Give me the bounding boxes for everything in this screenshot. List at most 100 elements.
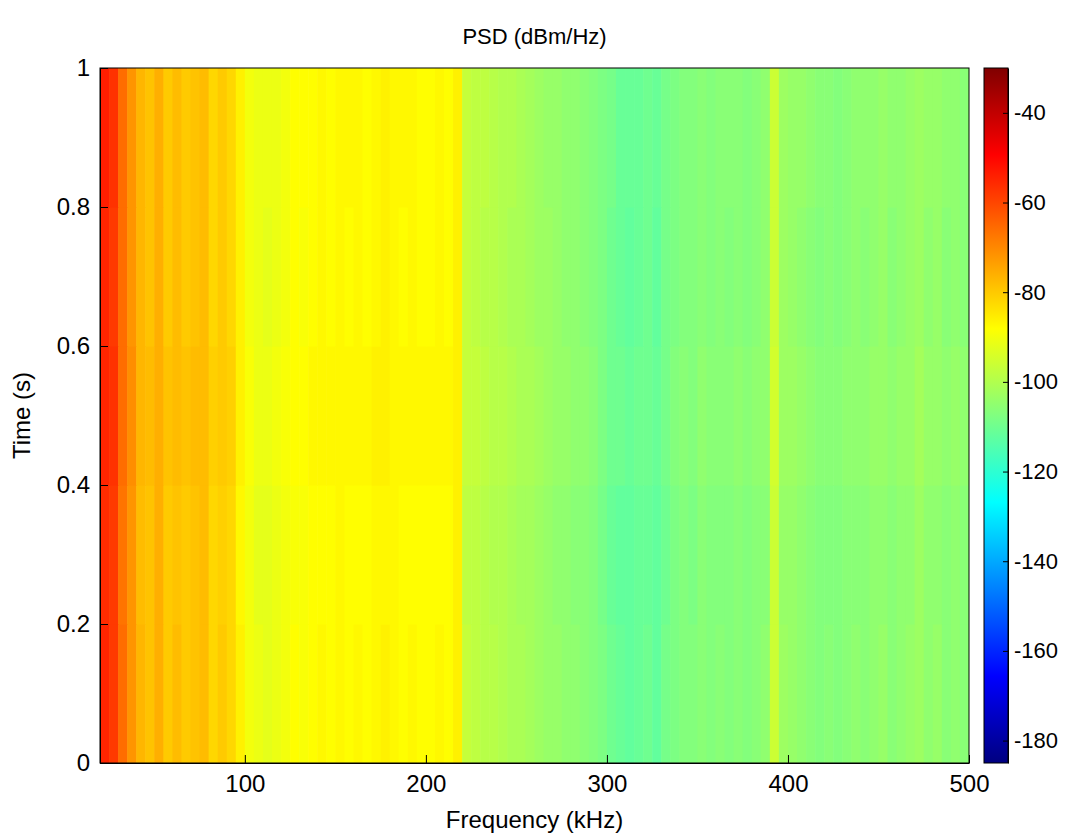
heatmap-cell (906, 346, 916, 486)
heatmap-cell (516, 485, 526, 625)
heatmap-cell (100, 624, 110, 763)
heatmap-cell (326, 485, 336, 625)
heatmap-cell (408, 624, 418, 763)
heatmap-cell (897, 207, 907, 347)
heatmap-cell (525, 485, 535, 625)
c-tick-label: -120 (1014, 459, 1058, 484)
heatmap-cell (634, 624, 644, 763)
heatmap-cell (136, 624, 146, 763)
heatmap-cell (607, 485, 617, 625)
heatmap-cell (453, 485, 463, 625)
y-tick-mark (100, 346, 108, 347)
heatmap-cell (688, 207, 698, 347)
heatmap-cell (281, 485, 291, 625)
heatmap-cell (580, 624, 590, 763)
heatmap-cell (154, 68, 164, 208)
heatmap-cell (426, 207, 436, 347)
heatmap-cell (480, 485, 490, 625)
heatmap-cell (218, 485, 228, 625)
y-tick-label: 0.4 (57, 471, 90, 498)
heatmap-cell (181, 346, 191, 486)
heatmap-cell (471, 207, 481, 347)
heatmap-cell (263, 68, 273, 208)
heatmap-cell (688, 68, 698, 208)
heatmap-cell (670, 207, 680, 347)
heatmap-cell (688, 346, 698, 486)
heatmap-cell (218, 207, 228, 347)
heatmap-cell (326, 207, 336, 347)
heatmap-cell (480, 207, 490, 347)
heatmap-cell (399, 346, 409, 486)
heatmap-cell (743, 68, 753, 208)
heatmap-cell (191, 68, 201, 208)
heatmap-cell (308, 485, 318, 625)
y-tick: 0.6 (57, 332, 108, 359)
heatmap-cell (435, 346, 445, 486)
heatmap-cell (652, 485, 662, 625)
heatmap-cell (878, 624, 888, 763)
heatmap-cell (906, 68, 916, 208)
heatmap-cell (381, 68, 391, 208)
heatmap-cell (625, 346, 635, 486)
heatmap-cell (951, 346, 961, 486)
heatmap-cell (833, 485, 843, 625)
c-tick-mark (1003, 203, 1008, 204)
heatmap-cell (471, 624, 481, 763)
chart: 10020030040050000.20.40.60.81PSD (dBm/Hz… (0, 0, 1090, 836)
heatmap-cell (462, 68, 472, 208)
heatmap-cell (308, 624, 318, 763)
heatmap-cell (154, 624, 164, 763)
heatmap-cell (317, 624, 327, 763)
heatmap-cell (254, 624, 264, 763)
y-tick: 0.8 (57, 193, 108, 220)
heatmap-cell (770, 68, 780, 208)
colorbar (984, 68, 1008, 763)
heatmap-cell (109, 624, 119, 763)
heatmap-cell (842, 624, 852, 763)
heatmap-cell (643, 68, 653, 208)
heatmap-cell (869, 485, 879, 625)
heatmap-cell (544, 207, 554, 347)
heatmap-cell (770, 624, 780, 763)
heatmap-cell (815, 68, 825, 208)
c-tick-mark (1003, 292, 1008, 293)
heatmap-cell (136, 207, 146, 347)
c-tick: -140 (1003, 549, 1058, 574)
heatmap-cell (363, 68, 373, 208)
y-tick-label: 0.8 (57, 193, 90, 220)
heatmap-cell (851, 207, 861, 347)
heatmap-cell (888, 68, 898, 208)
c-tick: -180 (1003, 728, 1058, 753)
heatmap-cell (299, 624, 309, 763)
heatmap-cell (607, 346, 617, 486)
heatmap-cell (562, 485, 572, 625)
heatmap-cell (444, 346, 454, 486)
c-tick-label: -40 (1014, 100, 1046, 125)
y-axis-line (100, 69, 101, 764)
heatmap-cell (335, 346, 345, 486)
heatmap-cell (353, 624, 363, 763)
heatmap-cell (317, 346, 327, 486)
heatmap-cell (118, 624, 128, 763)
heatmap-cell (163, 346, 173, 486)
heatmap-cell (661, 207, 671, 347)
heatmap-cell (344, 624, 354, 763)
y-tick-label: 1 (77, 54, 90, 81)
heatmap-cell (417, 68, 427, 208)
heatmap-cell (145, 207, 155, 347)
heatmap-cell (869, 207, 879, 347)
heatmap-cell (951, 207, 961, 347)
heatmap-cell (679, 346, 689, 486)
c-axis-line (1008, 69, 1009, 764)
heatmap-cell (888, 346, 898, 486)
heatmap-cell (181, 68, 191, 208)
c-tick-mark (1003, 741, 1008, 742)
heatmap-cell (553, 68, 563, 208)
heatmap-cell (706, 346, 716, 486)
heatmap-cell (308, 207, 318, 347)
heatmap-cell (209, 207, 219, 347)
heatmap-cell (426, 624, 436, 763)
heatmap-cell (363, 624, 373, 763)
heatmap-cell (851, 485, 861, 625)
heatmap-cell (833, 207, 843, 347)
